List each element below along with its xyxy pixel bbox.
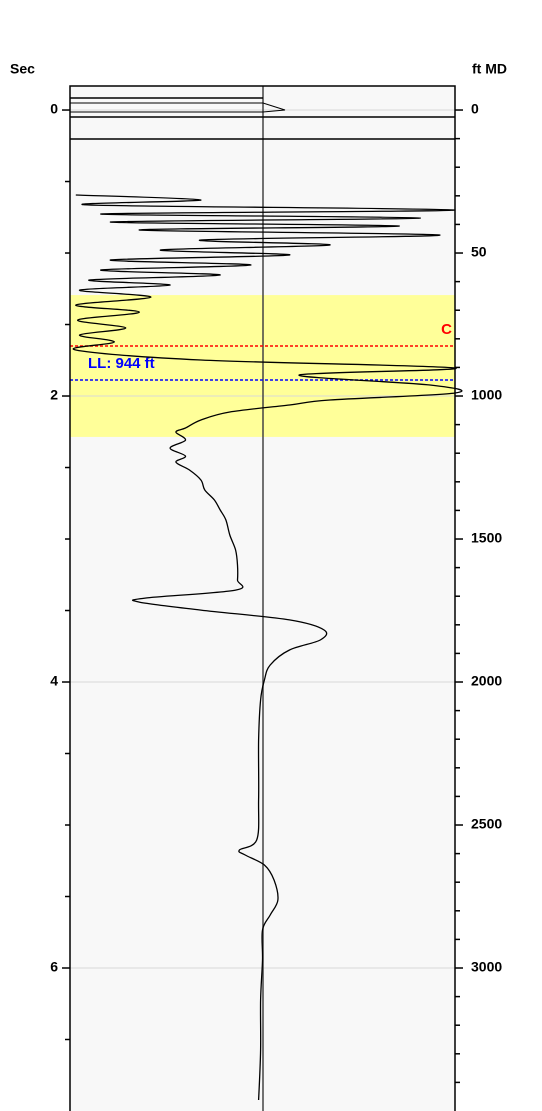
marker-label: LL: 944 ft [88,355,155,372]
y2-axis-label: ft MD [472,61,507,77]
y2-tick-label: 2500 [471,816,502,832]
y-tick-label: 0 [50,101,58,117]
trace-line [72,194,463,1101]
top-line [70,102,286,113]
marker-label: C [441,321,452,338]
y2-tick-label: 1500 [471,530,502,546]
y2-tick-label: 1000 [471,387,502,403]
plot-frame [69,85,456,1111]
y-axis-label: Sec [10,61,35,77]
y-tick-label: 4 [50,673,58,689]
y-tick-label: 2 [50,387,58,403]
y2-tick-label: 0 [471,101,479,117]
y2-tick-label: 50 [471,244,487,260]
y2-tick-label: 2000 [471,673,502,689]
y-tick-label: 6 [50,959,58,975]
y2-tick-label: 3000 [471,959,502,975]
